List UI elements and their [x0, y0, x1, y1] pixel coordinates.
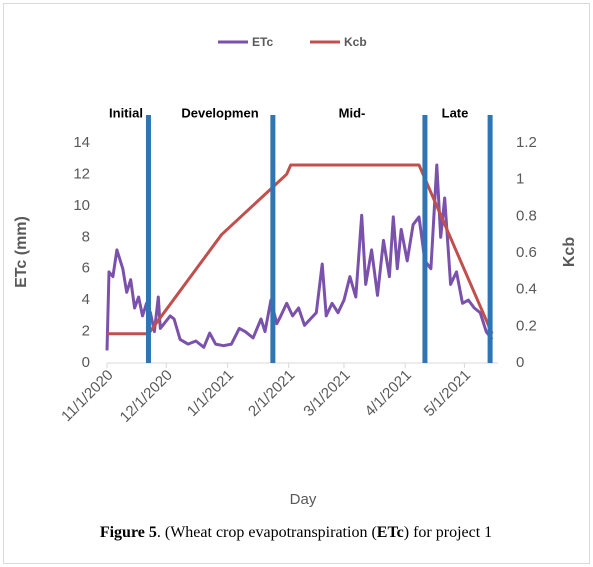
y2-tick-label: 0.6 [516, 244, 537, 261]
caption-part: . (Wheat crop evapotranspiration ( [157, 524, 377, 541]
y-tick-label: 14 [73, 134, 90, 151]
stage-label: Mid- [339, 105, 366, 120]
y2-tick-label: 0 [516, 354, 524, 371]
caption-part: ETc [377, 524, 404, 541]
y2-axis-title: Kcb [561, 237, 578, 267]
y2-tick-label: 0.8 [516, 207, 537, 224]
line-series [107, 163, 494, 336]
y-tick-label: 2 [82, 323, 90, 340]
caption-part: Figure 5 [100, 524, 157, 541]
y-tick-label: 4 [82, 291, 90, 308]
y2-tick-label: 1 [516, 171, 524, 188]
caption: Figure 5. (Wheat crop evapotranspiration… [100, 524, 492, 541]
y-tick-label: 0 [82, 354, 90, 371]
y2-tick-label: 0.2 [516, 317, 537, 334]
caption-part: ) for project 1 [404, 524, 492, 541]
legend-label: Kcb [344, 35, 367, 49]
x-axis-title: Day [290, 491, 317, 508]
frame [3, 3, 590, 564]
y2-tick-label: 1.2 [516, 134, 537, 151]
stage-label: Late [442, 105, 469, 120]
y-tick-label: 10 [73, 197, 90, 214]
y-tick-label: 8 [82, 228, 90, 245]
y-tick-label: 6 [82, 260, 90, 277]
legend-label: ETc [252, 35, 273, 49]
stage-label: Developmen [181, 105, 258, 120]
stage-label: Initial [109, 105, 143, 120]
y-tick-label: 12 [73, 165, 90, 182]
y-axis-title: ETc (mm) [13, 216, 30, 288]
y2-tick-label: 0.4 [516, 281, 537, 298]
